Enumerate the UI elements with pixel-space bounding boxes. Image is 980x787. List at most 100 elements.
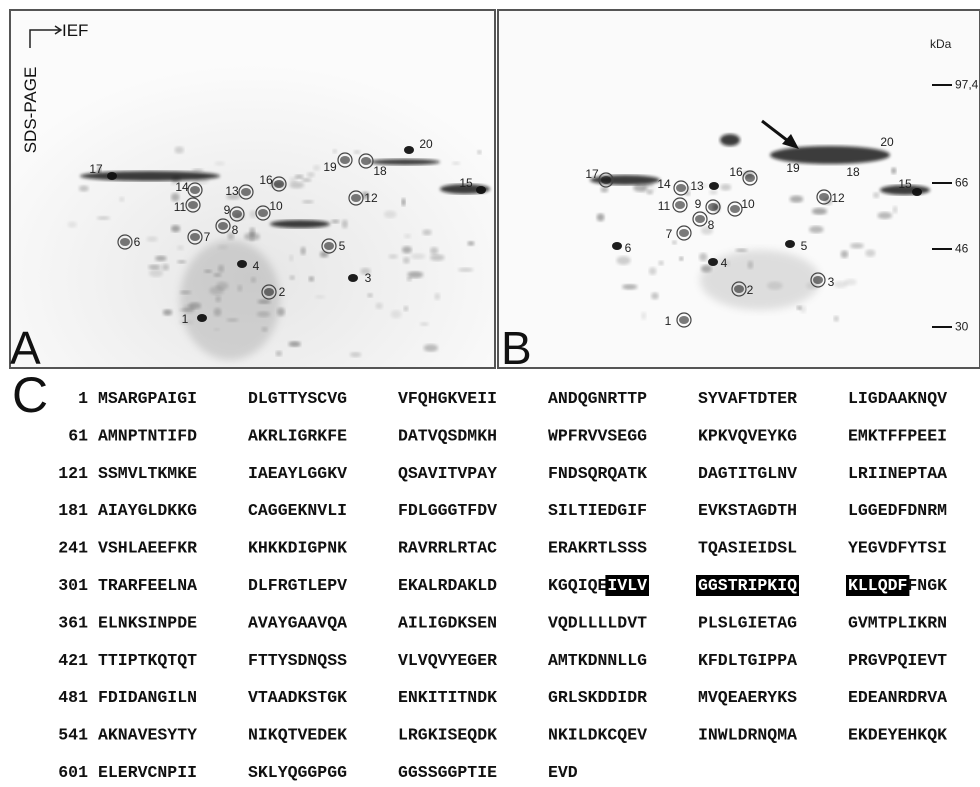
- sequence-block: NKILDKCQEV: [548, 726, 647, 745]
- background-spot: [809, 226, 823, 233]
- sequence-block: DLFRGTLEPV: [248, 576, 347, 595]
- kda-label: kDa: [930, 37, 952, 51]
- background-spot: [865, 249, 875, 257]
- spot-label: 1: [665, 314, 672, 328]
- spot: [190, 233, 200, 241]
- sequence-block: INWLDRNQMA: [698, 726, 797, 745]
- background-spot: [175, 146, 184, 153]
- sequence-block: ELERVCNPII: [98, 763, 197, 782]
- background-spot: [313, 165, 320, 171]
- background-spot: [148, 265, 160, 269]
- background-spot: [162, 264, 169, 271]
- background-spot: [800, 306, 806, 314]
- spot-label: 17: [585, 167, 599, 181]
- sequence-segment: IVLV: [607, 576, 647, 595]
- spot-label: 15: [459, 176, 473, 190]
- spot: [813, 276, 823, 284]
- background-spot: [430, 254, 444, 261]
- spot-label: 15: [898, 177, 912, 191]
- streak: [720, 134, 740, 146]
- residue-number: 481: [58, 688, 88, 707]
- background-spot: [873, 192, 879, 198]
- background-spot: [422, 229, 431, 235]
- sequence-block: SYVAFTDTER: [698, 389, 797, 408]
- sequence-block: ENKITITNDK: [398, 688, 497, 707]
- sequence-segment: KGQIQE: [548, 576, 608, 595]
- background-spot: [375, 303, 382, 310]
- spot: [819, 193, 829, 201]
- marker-label: 97,4: [955, 78, 979, 92]
- spot: [612, 242, 622, 250]
- spot: [675, 201, 685, 209]
- spot-label: 14: [175, 180, 189, 194]
- spot: [258, 209, 268, 217]
- spot-label: 11: [658, 199, 671, 213]
- spot: [785, 240, 795, 248]
- spot: [274, 180, 284, 188]
- background-spot: [477, 150, 481, 154]
- marker-label: 46: [955, 242, 969, 256]
- spot: [912, 188, 922, 196]
- spot: [264, 288, 274, 296]
- background-spot: [350, 352, 361, 357]
- spot-label: 18: [373, 164, 387, 178]
- background-spot: [407, 271, 423, 278]
- spot-label: 4: [721, 256, 728, 270]
- spot-label: 13: [690, 179, 704, 193]
- sequence-block: ANDQGNRTTP: [548, 389, 647, 408]
- spot-label: 2: [747, 283, 754, 297]
- sequence-block: IAEAYLGGKV: [248, 464, 347, 483]
- spot: [676, 184, 686, 192]
- spot: [695, 215, 705, 223]
- smear: [180, 240, 280, 360]
- residue-number: 61: [68, 426, 88, 445]
- spot: [120, 238, 130, 246]
- background-spot: [424, 344, 438, 351]
- background-spot: [411, 254, 425, 260]
- background-spot: [244, 233, 260, 241]
- background-spot: [276, 351, 282, 357]
- spot-label: 12: [831, 191, 845, 205]
- sequence-block: WPFRVVSEGG: [548, 426, 647, 445]
- background-spot: [307, 172, 315, 177]
- background-spot: [622, 284, 637, 289]
- sequence-block: NIKQTVEDEK: [248, 726, 347, 745]
- background-spot: [420, 322, 429, 326]
- spot-label: 12: [364, 191, 378, 205]
- background-spot: [404, 306, 409, 311]
- background-spot: [597, 213, 605, 221]
- panel-b-label: B: [501, 322, 532, 374]
- spot: [324, 242, 334, 250]
- background-spot: [300, 247, 305, 255]
- background-spot: [354, 150, 361, 154]
- spot-label: 13: [225, 184, 239, 198]
- spot: [734, 285, 744, 293]
- marker-label: 66: [955, 176, 969, 190]
- spot: [348, 274, 358, 282]
- sequence-block: MSARGPAIGI: [98, 389, 197, 408]
- sequence-block: KHKKDIGPNK: [248, 539, 347, 558]
- residue-number: 361: [58, 613, 88, 632]
- spot: [679, 316, 689, 324]
- residue-number: 1: [78, 389, 88, 408]
- spot-label: 6: [134, 235, 141, 249]
- sequence-block: DAGTITGLNV: [698, 464, 797, 483]
- background-spot: [302, 200, 314, 204]
- background-spot: [177, 245, 184, 250]
- sequence-block: PLSLGIETAG: [698, 613, 797, 632]
- residue-number: 601: [58, 763, 88, 782]
- background-spot: [709, 190, 717, 195]
- spot: [241, 188, 251, 196]
- background-spot: [402, 198, 406, 206]
- residue-number: 121: [58, 464, 88, 483]
- spot: [237, 260, 247, 268]
- sequence-block: TRARFEELNA: [98, 576, 197, 595]
- background-spot: [391, 310, 402, 318]
- background-spot: [458, 268, 473, 272]
- page: {"panel_a":{"label":"A","axis_labels":{"…: [0, 0, 980, 787]
- sequence-block: FNDSQRQATK: [548, 464, 647, 483]
- ief-label: IEF: [62, 21, 88, 40]
- spot-label: 9: [224, 203, 231, 217]
- sequence-block: EDEANRDRVA: [848, 688, 947, 707]
- background-spot: [893, 206, 898, 214]
